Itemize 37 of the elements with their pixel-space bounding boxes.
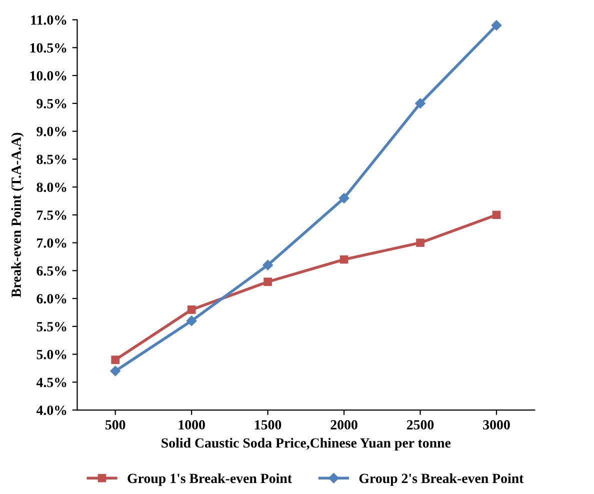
y-tick-label: 4.0% [36, 406, 66, 416]
legend-label: Group 1's Break-even Point [128, 473, 292, 486]
y-tick-label: 8.0% [36, 182, 66, 192]
x-axis-title: Solid Caustic Soda Price,Chinese Yuan per tonne [162, 438, 451, 450]
y-tick-label: 5.0% [36, 350, 66, 360]
point [262, 260, 273, 270]
x-tick-label: 500 [105, 420, 126, 430]
x-tick-label: 1000 [178, 420, 205, 430]
y-tick-label: 8.5% [36, 154, 66, 164]
x-tick-label: 2500 [406, 420, 434, 430]
point [110, 366, 120, 376]
point [264, 278, 272, 286]
y-tick-label: 9.5% [36, 98, 66, 108]
y-tick-label: 10.5% [30, 43, 66, 53]
point [492, 210, 501, 220]
y-tick-label: 10.0% [30, 71, 66, 81]
y-tick-label: 5.5% [36, 322, 66, 332]
y-tick-label: 4.5% [36, 378, 66, 388]
point [186, 316, 197, 326]
y-tick-label: 6.5% [36, 266, 66, 276]
y-tick-label: 6.0% [36, 294, 66, 304]
point [338, 193, 350, 204]
legend-label: Group 2's Break-even Point [359, 473, 524, 486]
y-tick-label: 7.0% [37, 238, 66, 248]
point [415, 98, 426, 108]
y-tick-label: 11.0% [31, 15, 66, 25]
point [111, 356, 120, 364]
x-tick-label: 3000 [483, 420, 510, 430]
x-tick-label: 2000 [330, 420, 358, 430]
y-tick-label: 7.5% [37, 210, 66, 220]
point [416, 238, 424, 247]
x-tick-label: 1500 [255, 420, 282, 430]
point [340, 255, 348, 264]
point [491, 20, 502, 30]
y-axis-title: Break-even Point (T.A-A.A) [11, 132, 24, 298]
y-tick-label: 9.0% [36, 126, 66, 136]
point [187, 306, 196, 314]
